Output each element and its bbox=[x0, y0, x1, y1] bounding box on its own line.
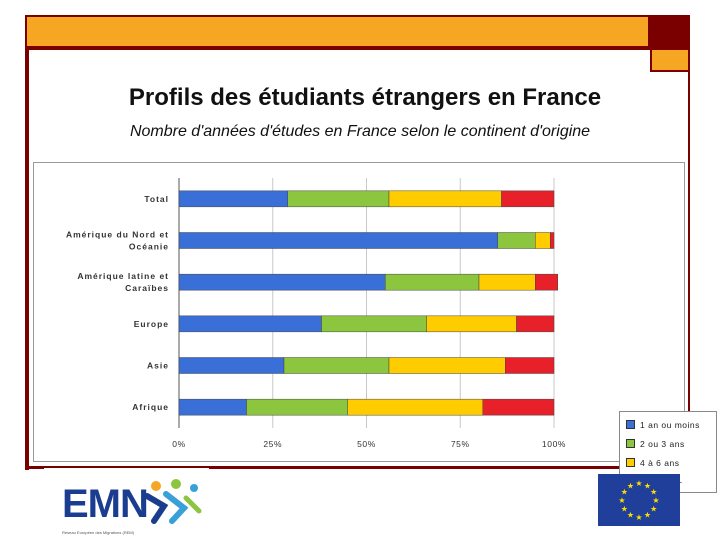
x-tick-label: 100% bbox=[542, 439, 566, 449]
eu-star-icon: ★ bbox=[644, 481, 651, 490]
legend-item: 4 à 6 ans bbox=[626, 453, 716, 472]
legend-label: 2 ou 3 ans bbox=[640, 438, 685, 449]
category-label: Caraïbes bbox=[125, 283, 169, 293]
bar-segment bbox=[535, 232, 551, 249]
slide-subtitle: Nombre d'années d'études en France selon… bbox=[129, 123, 591, 140]
legend-label: 1 an ou moins bbox=[640, 419, 700, 430]
bar-segment bbox=[385, 273, 480, 291]
bar-segment bbox=[482, 398, 555, 416]
top-accent-square-light bbox=[650, 48, 690, 72]
category-label: Amérique du Nord et bbox=[66, 230, 169, 240]
category-label: Total bbox=[144, 194, 169, 204]
eu-flag-icon: ★ ★ ★ ★ ★ ★ ★ ★ ★ ★ ★ ★ bbox=[598, 474, 680, 526]
legend-swatch bbox=[626, 439, 635, 448]
eu-star-icon: ★ bbox=[635, 479, 642, 488]
legend-swatch bbox=[626, 420, 635, 429]
legend-swatch bbox=[626, 458, 635, 467]
right-border bbox=[688, 72, 690, 470]
emn-logo-subtitle: Réseau Européen des Migrations (REM) bbox=[62, 530, 135, 535]
bar-segment bbox=[388, 357, 506, 374]
eu-star-icon: ★ bbox=[618, 496, 625, 505]
bar-segment bbox=[321, 315, 427, 333]
eu-star-icon: ★ bbox=[650, 505, 657, 514]
top-accent-bar bbox=[25, 15, 650, 48]
legend-item: 1 an ou moins bbox=[626, 415, 716, 434]
emn-figures-icon bbox=[144, 479, 202, 524]
x-tick-label: 75% bbox=[451, 439, 470, 449]
legend-item: 2 ou 3 ans bbox=[626, 434, 716, 453]
category-label: Asie bbox=[147, 361, 169, 371]
stacked-bar-chart: 0% 25% 50% 75% 100% Total Amérique du Nord et O… bbox=[66, 178, 566, 449]
category-label: Afrique bbox=[132, 402, 169, 412]
bar-segment bbox=[550, 232, 555, 249]
bar-segment bbox=[516, 315, 555, 333]
bar-segment bbox=[501, 190, 555, 208]
eu-star-icon: ★ bbox=[652, 496, 659, 505]
eu-star-icon: ★ bbox=[635, 513, 642, 522]
eu-star-icon: ★ bbox=[621, 505, 628, 514]
bar-segment bbox=[178, 273, 386, 291]
category-label: Océanie bbox=[129, 242, 169, 252]
eu-star-icon: ★ bbox=[627, 511, 634, 520]
x-tick-label: 25% bbox=[263, 439, 282, 449]
bar-segment bbox=[426, 315, 517, 333]
eu-star-icon: ★ bbox=[621, 488, 628, 497]
bar-segment bbox=[505, 357, 555, 374]
emn-logo: EMN Réseau Européen des Migrations (REM) bbox=[44, 468, 209, 538]
bar-segment bbox=[178, 357, 285, 374]
left-border bbox=[25, 48, 29, 470]
bar-segment bbox=[178, 232, 498, 249]
bar-segment bbox=[246, 398, 348, 416]
bar-segment bbox=[478, 273, 536, 291]
bar-segment bbox=[287, 190, 390, 208]
category-label: Amérique latine et bbox=[77, 271, 169, 281]
bar-segment bbox=[283, 357, 390, 374]
bar-segment bbox=[535, 273, 558, 291]
bar-segment bbox=[178, 398, 247, 416]
category-label: Europe bbox=[134, 319, 169, 329]
x-tick-label: 0% bbox=[172, 439, 186, 449]
eu-star-icon: ★ bbox=[644, 511, 651, 520]
bar-segment bbox=[178, 190, 288, 208]
emn-logo-text: EMN bbox=[62, 482, 149, 526]
x-tick-label: 50% bbox=[357, 439, 376, 449]
chart-container: 0% 25% 50% 75% 100% Total Amérique du Nord et O… bbox=[33, 162, 717, 493]
legend-label: 4 à 6 ans bbox=[640, 457, 680, 468]
eu-star-icon: ★ bbox=[650, 488, 657, 497]
slide-title: Profils des étudiants étrangers en Franc… bbox=[128, 84, 602, 111]
bar-segment bbox=[178, 315, 322, 333]
bar-segment bbox=[388, 190, 502, 208]
bottom-border bbox=[25, 466, 690, 469]
top-accent-square-dark bbox=[650, 15, 690, 48]
eu-stars-icon: ★ ★★★★★★★★★★★ bbox=[618, 479, 659, 522]
header-rule bbox=[25, 47, 690, 50]
bar-segment bbox=[347, 398, 483, 416]
bar-segment bbox=[497, 232, 536, 249]
eu-star-icon: ★ bbox=[627, 481, 634, 490]
